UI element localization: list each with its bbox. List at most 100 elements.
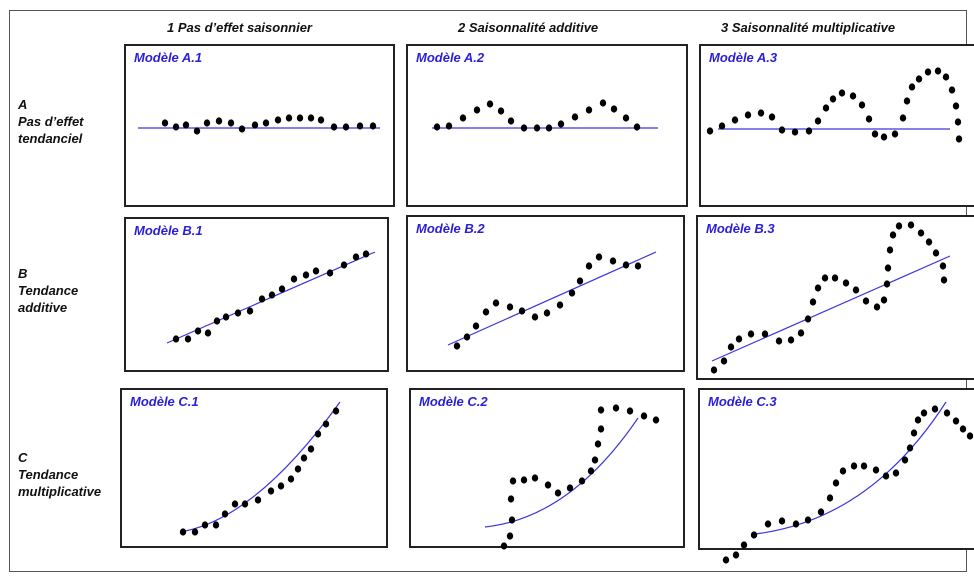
- dots-b3-point: [720, 357, 728, 365]
- dots-a2-point: [633, 123, 641, 131]
- dots-a3-point: [778, 126, 786, 134]
- dots-b1-point: [268, 291, 276, 299]
- dots-a2-point: [497, 107, 505, 115]
- trend-line-c3: [754, 401, 947, 535]
- dots-a3-point: [903, 97, 911, 105]
- dots-a2-point: [486, 100, 494, 108]
- row-header-c-letter: C: [18, 450, 28, 465]
- dots-b3-point: [932, 249, 940, 257]
- dots-b1-point: [302, 271, 310, 279]
- dots-c2-point: [587, 467, 595, 475]
- row-header-b: B Tendance additive: [18, 265, 78, 316]
- panel-a1-title: Modèle A.1: [134, 50, 203, 65]
- dots-b3-point: [804, 315, 812, 323]
- panel-c2: Modèle C.2: [409, 388, 685, 548]
- dots-a1-point: [215, 117, 223, 125]
- panel-a2-title: Modèle A.2: [416, 50, 485, 65]
- dots-a2-point: [571, 113, 579, 121]
- dots-c3-point: [920, 409, 928, 417]
- dots-c2-point: [652, 416, 660, 424]
- panel-b3-title: Modèle B.3: [706, 221, 775, 236]
- dots-a3-point: [948, 86, 956, 94]
- dots-b3-point: [939, 262, 947, 270]
- dots-b3-point: [747, 330, 755, 338]
- dots-c1-point: [212, 521, 220, 529]
- dots-c1-point: [294, 465, 302, 473]
- dots-a3-point: [814, 117, 822, 125]
- dots-a3-point: [871, 130, 879, 138]
- dots-b3-point: [907, 221, 915, 229]
- dots-c2-point: [509, 477, 517, 485]
- dots-c3-point: [832, 479, 840, 487]
- panel-c3: Modèle C.3: [698, 388, 974, 550]
- row-header-b-letter: B: [18, 266, 28, 281]
- dots-b3-point: [852, 286, 860, 294]
- column-header-2: 2 Saisonnalité additive: [458, 20, 599, 35]
- dots-a1-point: [251, 121, 259, 129]
- trend-line-b3: [711, 255, 951, 362]
- dots-b1-point: [258, 295, 266, 303]
- dots-c1-point: [191, 528, 199, 536]
- dots-c2-point: [626, 407, 634, 415]
- dots-a3-point: [838, 89, 846, 97]
- dots-b2-point: [518, 307, 526, 315]
- dots-a2-point: [507, 117, 515, 125]
- dots-c3-point: [778, 517, 786, 525]
- dots-a1-point: [342, 123, 350, 131]
- dots-b3-point: [862, 297, 870, 305]
- row-header-a-line1: Pas d’effet: [18, 114, 84, 129]
- dots-b2-point: [634, 262, 642, 270]
- dots-b3-point: [809, 298, 817, 306]
- dots-c2-point: [506, 532, 514, 540]
- dots-c3-point: [952, 417, 960, 425]
- dots-b2-point: [543, 309, 551, 317]
- dots-a1-point: [296, 114, 304, 122]
- trend-line-c1: [179, 401, 341, 533]
- dots-b1-point: [352, 253, 360, 261]
- dots-b3-point: [842, 279, 850, 287]
- dots-c3-point: [764, 520, 772, 528]
- dots-b2-point: [585, 262, 593, 270]
- dots-c3-point: [792, 520, 800, 528]
- dots-c2-point: [544, 481, 552, 489]
- row-header-a-letter: A: [18, 97, 28, 112]
- dots-a3-point: [858, 101, 866, 109]
- dots-b2-point: [463, 333, 471, 341]
- dots-b1-point: [290, 275, 298, 283]
- dots-c1-point: [267, 487, 275, 495]
- dots-b3-point: [889, 231, 897, 239]
- dots-c3-point: [732, 551, 740, 559]
- dots-c2-point: [591, 456, 599, 464]
- row-header-a-line2: tendanciel: [18, 131, 83, 146]
- dots-b3-points: [710, 221, 948, 374]
- dots-c3-point: [817, 508, 825, 516]
- dots-a3-point: [908, 83, 916, 91]
- dots-c2-point: [520, 476, 528, 484]
- dots-c3-point: [750, 531, 758, 539]
- dots-b1-points: [172, 250, 370, 343]
- dots-b1-point: [204, 329, 212, 337]
- dots-b1-point: [340, 261, 348, 269]
- dots-a1-point: [274, 116, 282, 124]
- dots-b2-point: [453, 342, 461, 350]
- dots-b1-point: [312, 267, 320, 275]
- dots-a1-points: [161, 114, 377, 135]
- dots-b3-point: [727, 343, 735, 351]
- dots-a3-point: [865, 115, 873, 123]
- dots-b1-point: [246, 307, 254, 315]
- dots-a3-point: [829, 95, 837, 103]
- dots-b1-point: [184, 335, 192, 343]
- dots-c1-point: [277, 482, 285, 490]
- panel-a3-title: Modèle A.3: [709, 50, 778, 65]
- dots-c3-point: [906, 444, 914, 452]
- dots-b3-point: [814, 284, 822, 292]
- row-header-c: C Tendance multiplicative: [18, 449, 101, 500]
- dots-c2-point: [612, 404, 620, 412]
- dots-a1-point: [369, 122, 377, 130]
- dots-b2-point: [492, 299, 500, 307]
- panel-b2: Modèle B.2: [406, 215, 685, 372]
- dots-b2-point: [556, 301, 564, 309]
- dots-a1-point: [307, 114, 315, 122]
- dots-c3-point: [943, 409, 951, 417]
